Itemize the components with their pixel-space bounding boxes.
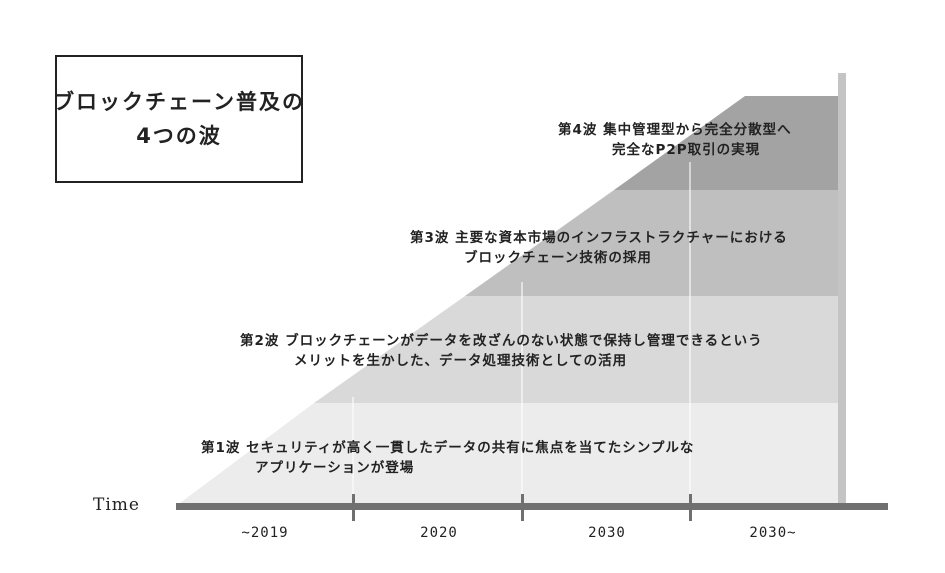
title-box: ブロックチェーン普及の 4つの波 [53,55,305,183]
period-label-2: 2020 [420,525,458,541]
wave-2-desc-1: ブロックチェーンがデータを改ざんのない状態で保持し管理できるという [285,333,763,349]
wave-4-desc-2: 完全なP2P取引の実現 [612,142,761,158]
wave-2-desc-2: メリットを生かした、データ処理技術としての活用 [294,353,628,369]
wave-1-desc-1: セキュリティが高く一貫したデータの共有に焦点を当てたシンプルな [246,440,695,456]
wave-3-desc-2: ブロックチェーン技術の採用 [464,250,652,266]
wave-4-line-1: 第4波 集中管理型から完全分散型へ [558,120,792,140]
wave-3-text: 第3波 主要な資本市場のインフラストラクチャーにおける ブロックチェーン技術の採… [410,228,788,268]
wave-2-label: 第2波 [240,333,280,349]
time-axis-label: Time [93,495,140,515]
time-axis [176,503,888,510]
wave-1-desc-2: アプリケーションが登場 [255,460,415,476]
title-line-2: 4つの波 [136,124,222,148]
wave-4-desc-1: 集中管理型から完全分散型へ [603,122,792,138]
period-label-1: ~2019 [241,525,289,541]
period-label-3: 2030 [588,525,626,541]
wave-2-text: 第2波 ブロックチェーンがデータを改ざんのない状態で保持し管理できるという メリ… [240,331,763,371]
wave-3-line-1: 第3波 主要な資本市場のインフラストラクチャーにおける [410,228,788,248]
wave-3-label: 第3波 [410,230,450,246]
axis-tick-2030 [521,494,524,521]
period-label-4: 2030~ [749,525,797,541]
wave-3-desc-1: 主要な資本市場のインフラストラクチャーにおける [455,230,788,246]
axis-tick-2030-plus [689,494,692,521]
wave-band-2 [314,296,838,403]
wave-4-label: 第4波 [558,122,598,138]
wave-band-1 [176,403,838,506]
wave-2-line-1: 第2波 ブロックチェーンがデータを改ざんのない状態で保持し管理できるという [240,331,763,351]
title-line-1: ブロックチェーン普及の [53,90,305,114]
axis-tick-2020 [352,494,355,521]
wave-1-line-1: 第1波 セキュリティが高く一貫したデータの共有に焦点を当てたシンプルな [201,438,694,458]
wave-band-4 [614,96,838,190]
timeline-end-bar [838,73,846,506]
wave-1-text: 第1波 セキュリティが高く一貫したデータの共有に焦点を当てたシンプルな アプリケ… [201,438,694,478]
wave-band-3 [465,190,838,296]
wave-4-text: 第4波 集中管理型から完全分散型へ 完全なP2P取引の実現 [558,120,792,160]
wave-1-label: 第1波 [201,440,241,456]
